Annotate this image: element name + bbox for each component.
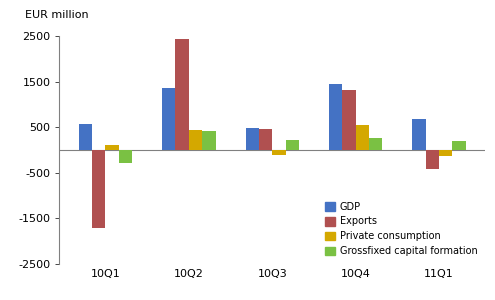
Bar (286, 140, 299, 150)
Legend: GDP, Exports, Private consumption, Grossfixed capital formation: GDP, Exports, Private consumption, Gross… (322, 199, 480, 259)
Bar (246, 128, 259, 150)
Bar (412, 119, 426, 150)
Bar (79, 124, 92, 150)
Bar (119, 150, 132, 163)
Bar (452, 141, 466, 150)
Bar (343, 90, 355, 150)
Bar (202, 131, 215, 150)
Bar (92, 150, 105, 227)
Bar (439, 150, 452, 156)
Bar (272, 150, 286, 154)
Bar (369, 138, 382, 150)
Bar (105, 145, 119, 150)
Bar (259, 129, 272, 150)
Bar (329, 84, 343, 150)
Bar (189, 130, 202, 150)
Bar (176, 39, 189, 150)
Bar (162, 88, 176, 150)
Bar (426, 150, 439, 169)
Bar (355, 125, 369, 150)
Text: EUR million: EUR million (25, 10, 89, 20)
